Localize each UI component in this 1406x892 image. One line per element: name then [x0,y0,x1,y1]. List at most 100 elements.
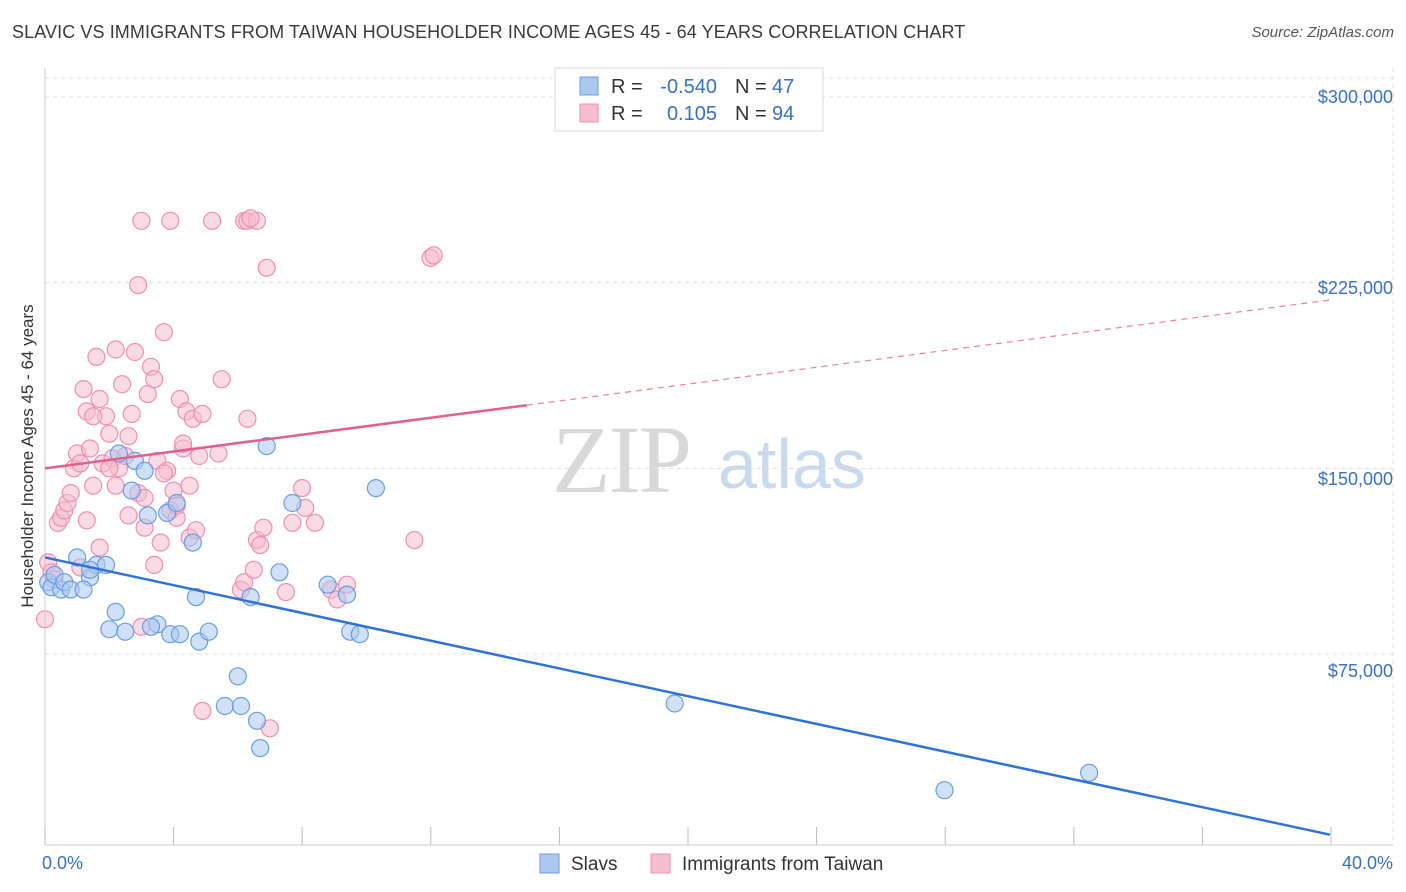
legend-taiwan-n-label: N = [735,103,767,125]
slavs-point-26 [183,533,202,552]
legend-slavs-r-label: R = [611,76,643,98]
taiwan-point-72 [292,479,312,498]
taiwan-point-85 [119,427,138,446]
slavs-point-12 [100,620,119,639]
slavs-point-46 [1079,763,1099,782]
taiwan-point-36 [151,533,170,552]
slavs-point-34 [247,711,267,730]
slavs-point-6 [67,548,87,567]
slavs-point-27 [186,587,206,607]
bottom-legend-slavs-swatch [539,853,560,874]
taiwan-point-74 [305,513,324,532]
taiwan-point-87 [145,555,164,575]
slavs-point-29 [199,622,218,641]
slavs-point-10 [80,560,100,579]
taiwan-point-84 [106,476,125,495]
taiwan-point-57 [257,258,276,277]
slavs-point-18 [135,461,154,480]
taiwan-point-26 [119,506,138,525]
x-tick-label-max: 40.0% [1342,853,1393,873]
taiwan-point-60 [212,370,231,389]
taiwan-point-51 [132,211,151,230]
legend-taiwan-n-value: 94 [772,103,794,125]
watermark-zip: ZIP [552,406,690,513]
taiwan-point-14 [80,439,100,458]
taiwan-point-50 [129,276,148,295]
slavs-point-19 [138,506,157,525]
taiwan-point-28 [125,342,144,362]
taiwan-point-22 [106,340,125,359]
series-slavs-points [39,437,1099,800]
slavs-point-32 [231,696,251,716]
bottom-legend-taiwan-swatch [650,853,671,874]
taiwan-point-81 [84,407,103,426]
slavs-point-25 [170,625,189,644]
taiwan-point-20 [100,424,119,443]
taiwan-point-24 [112,375,132,394]
taiwan-point-78 [405,530,424,550]
legend-box: R = -0.540 N = 47 R = 0.105 N = 94 [554,67,824,132]
taiwan-point-12 [74,380,93,399]
slavs-point-40 [337,585,357,604]
slavs-point-30 [215,696,234,716]
bottom-legend: Slavs Immigrants from Taiwan [539,853,883,875]
series-taiwan-points [35,209,443,738]
legend-taiwan-r-value: 0.105 [667,103,717,125]
taiwan-point-53 [203,211,222,230]
taiwan-point-15 [84,476,103,495]
taiwan-point-37 [154,323,173,342]
taiwan-point-88 [154,464,173,483]
y-tick-label-225000: $225,000 [1318,278,1393,298]
slavs-point-45 [935,781,954,800]
slavs-point-21 [141,617,161,636]
taiwan-point-0 [35,610,55,629]
slavs-point-44 [665,694,684,713]
legend-slavs-n-label: N = [735,76,767,98]
taiwan-point-63 [238,409,257,428]
slavs-point-36 [257,437,276,456]
legend-taiwan-r-label: R = [611,103,643,125]
source-label: Source: ZipAtlas.com [1251,24,1394,41]
taiwan-point-92 [193,404,212,423]
taiwan-point-49 [193,701,212,721]
taiwan-point-8 [61,484,80,503]
slavs-point-38 [283,493,302,513]
taiwan-point-64 [241,209,260,228]
slavs-point-35 [251,738,270,758]
taiwan-point-83 [100,459,119,478]
slavs-point-31 [228,667,247,686]
slavs-point-11 [74,580,93,599]
slavs-point-42 [350,625,369,644]
legend-slavs-r-value: -0.540 [660,76,717,98]
y-tick-label-300000: $300,000 [1318,87,1393,107]
taiwan-point-71 [283,513,302,532]
x-ticks [44,827,1332,845]
y-axis-title: Householder Income Ages 45 - 64 years [18,304,37,607]
taiwan-point-65 [244,560,263,579]
taiwan-point-34 [145,370,164,389]
taiwan-point-17 [90,389,109,409]
taiwan-point-59 [424,246,443,265]
taiwan-point-91 [180,476,199,495]
taiwan-point-82 [90,538,109,557]
trend-line-taiwan-extension [526,299,1331,406]
trend-line-slavs [44,556,1331,836]
bottom-legend-slavs-label: Slavs [571,854,617,875]
taiwan-point-70 [276,582,295,602]
legend-slavs-n-value: 47 [772,76,794,98]
taiwan-point-16 [87,347,106,366]
legend-slavs-swatch [579,76,599,96]
slavs-point-39 [318,575,337,594]
taiwan-point-80 [77,511,96,530]
taiwan-point-27 [122,404,141,423]
chart-title: SLAVIC VS IMMIGRANTS FROM TAIWAN HOUSEHO… [12,22,966,42]
trend-line-taiwan [44,403,528,470]
slavs-point-24 [167,493,186,513]
slavs-point-43 [366,479,385,498]
x-tick-label-min: 0.0% [42,853,83,873]
taiwan-point-67 [251,535,270,555]
trend-lines [44,299,1331,836]
taiwan-point-52 [161,211,180,230]
y-tick-label-150000: $150,000 [1318,469,1393,489]
